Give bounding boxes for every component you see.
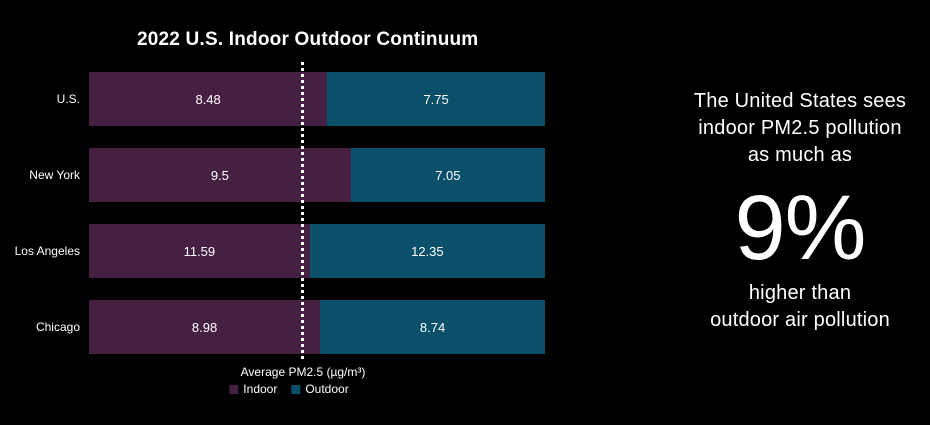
chart-title: 2022 U.S. Indoor Outdoor Continuum	[137, 29, 479, 50]
callout-intro: The United States sees indoor PM2.5 poll…	[655, 88, 930, 169]
outdoor-segment: 7.05	[350, 148, 545, 202]
value-label: 8.74	[419, 319, 446, 335]
callout-intro-line: The United States sees	[693, 90, 907, 112]
bar-row: U.S. 8.48 7.75	[0, 72, 545, 126]
bar-row: New York 9.5 7.05	[0, 148, 545, 202]
category-label: Chicago	[35, 320, 80, 334]
stacked-bar: 11.59 12.35	[89, 224, 545, 278]
indoor-segment: 9.5	[89, 148, 351, 202]
indoor-segment: 8.98	[89, 300, 321, 354]
legend-label-indoor: Indoor	[243, 382, 278, 396]
callout-outro: higher than outdoor air pollution	[655, 280, 930, 334]
bar-row: Los Angeles 11.59 12.35	[0, 224, 545, 278]
outdoor-segment: 12.35	[309, 224, 545, 278]
callout-intro-line: as much as	[747, 144, 853, 166]
value-label: 7.05	[435, 167, 461, 183]
outdoor-segment: 8.74	[320, 300, 545, 354]
outdoor-segment: 7.75	[327, 72, 545, 126]
stacked-bar: 8.48 7.75	[89, 72, 545, 126]
legend-item-outdoor: Outdoor	[291, 382, 349, 396]
bar-rows: U.S. 8.48 7.75 New York 9.5 7.05 Los Angeles 11…	[0, 72, 545, 376]
value-label: 9.5	[210, 167, 229, 183]
callout-panel: The United States sees indoor PM2.5 poll…	[655, 88, 930, 334]
callout-outro-line: higher than	[748, 282, 852, 304]
bar-row: Chicago 8.98 8.74	[0, 300, 545, 354]
category-label: Los Angeles	[14, 244, 80, 258]
category-label: New York	[29, 168, 80, 182]
indoor-segment: 11.59	[89, 224, 310, 278]
value-label: 8.48	[195, 91, 221, 107]
reference-dotted-line	[301, 62, 304, 362]
legend-label-outdoor: Outdoor	[305, 382, 349, 396]
indoor-swatch-icon	[229, 384, 239, 394]
indoor-segment: 8.48	[89, 72, 328, 126]
legend-item-indoor: Indoor	[229, 382, 277, 396]
callout-outro-line: outdoor air pollution	[710, 309, 890, 331]
callout-stat: 9%	[734, 177, 867, 279]
outdoor-swatch-icon	[291, 384, 301, 394]
value-label: 12.35	[411, 243, 444, 259]
legend: Indoor Outdoor	[229, 382, 349, 396]
value-label: 8.98	[191, 319, 218, 335]
stacked-bar: 9.5 7.05	[89, 148, 545, 202]
x-axis-label: Average PM2.5 (µg/m³)	[240, 365, 366, 379]
stacked-bar: 8.98 8.74	[89, 300, 545, 354]
value-label: 7.75	[423, 91, 449, 107]
callout-intro-line: indoor PM2.5 pollution	[698, 117, 902, 139]
value-label: 11.59	[183, 243, 216, 259]
category-label: U.S.	[56, 92, 80, 106]
